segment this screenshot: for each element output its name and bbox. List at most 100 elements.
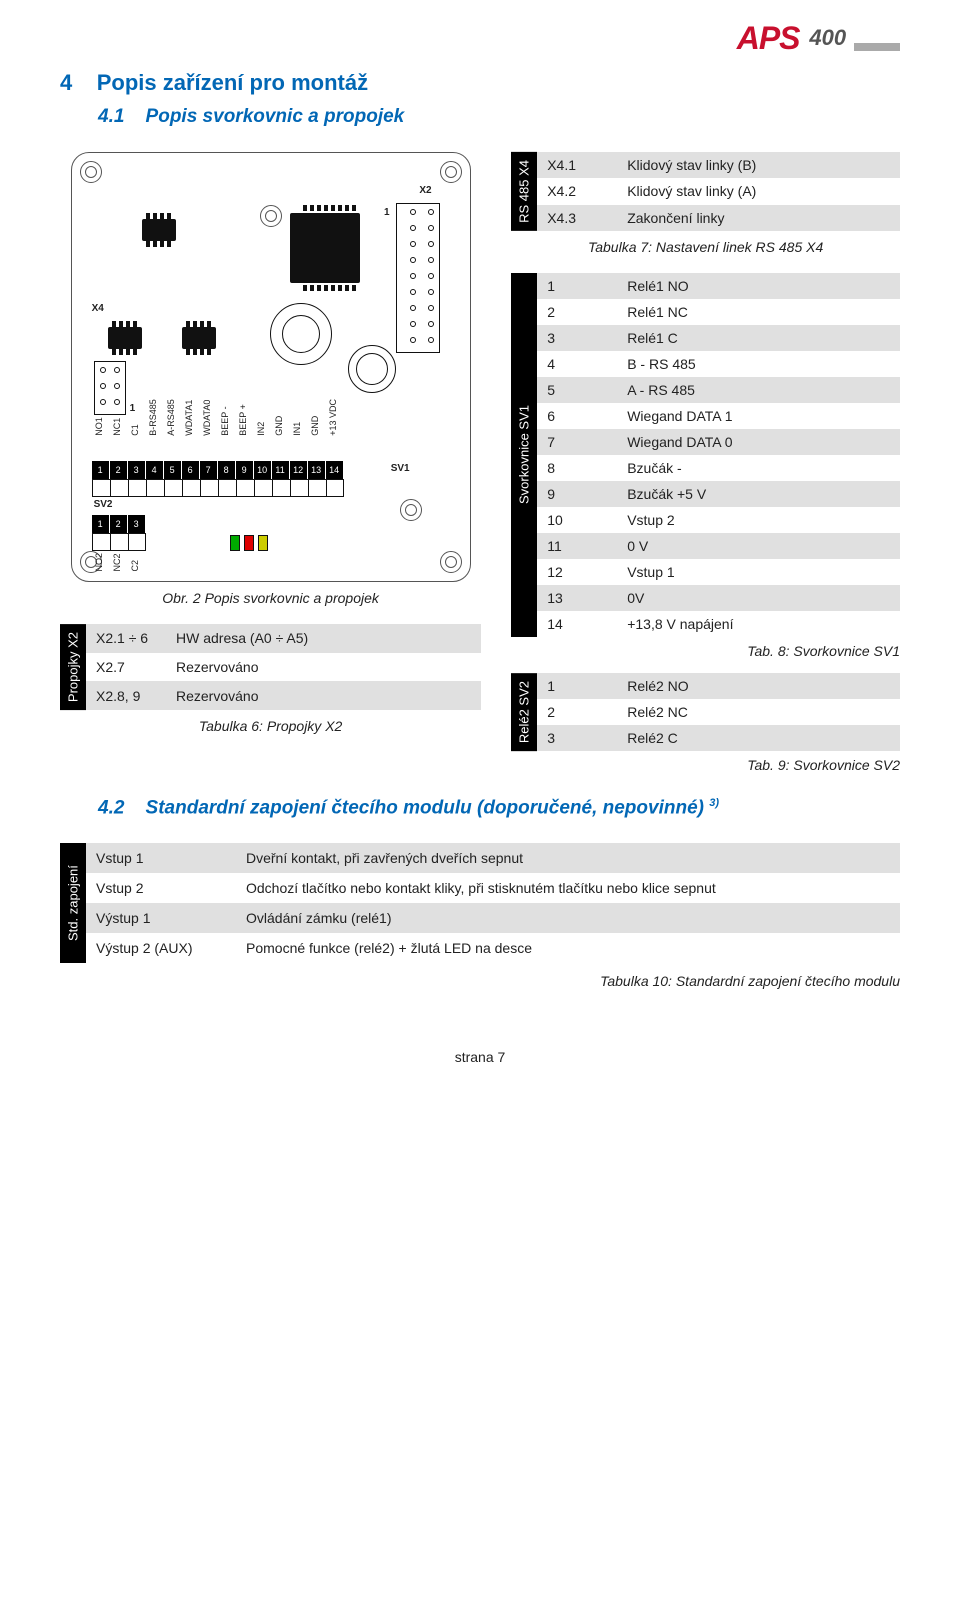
terminal-body-cell	[92, 479, 110, 497]
terminal-body-cell	[254, 479, 272, 497]
terminal-body-cell	[128, 533, 146, 551]
table-row: X4.2Klidový stav linky (A)	[537, 178, 900, 204]
cell-value: A - RS 485	[617, 377, 900, 403]
cell-key: 5	[537, 377, 617, 403]
terminal-body-cell	[272, 479, 290, 497]
table-row: 3Relé1 C	[537, 325, 900, 351]
header-pin-icon	[410, 209, 416, 215]
header-pin-icon	[428, 241, 434, 247]
page-footer: strana 7	[60, 1049, 900, 1065]
header-pin-icon	[100, 383, 106, 389]
header-pin-icon	[114, 383, 120, 389]
cell-key: 9	[537, 481, 617, 507]
table-row: 130V	[537, 585, 900, 611]
chip-pins-icon	[303, 285, 356, 291]
cell-key: 14	[537, 611, 617, 637]
ic-chip-icon	[182, 327, 216, 349]
cell-value: Vstup 2	[617, 507, 900, 533]
cell-key: 7	[537, 429, 617, 455]
chip-pins-icon	[146, 213, 171, 219]
header-pin-icon	[114, 399, 120, 405]
led-red-icon	[244, 535, 254, 551]
terminal-body-cell	[218, 479, 236, 497]
cell-value: Klidový stav linky (A)	[617, 178, 900, 204]
header-pin-icon	[428, 289, 434, 295]
table-row: Vstup 1Dveřní kontakt, při zavřených dve…	[86, 843, 900, 873]
cell-value: Dveřní kontakt, při zavřených dveřích se…	[236, 843, 900, 873]
table-6: Propojky X2 X2.1 ÷ 6HW adresa (A0 ÷ A5)X…	[60, 624, 481, 710]
terminal-body-cell	[236, 479, 254, 497]
cell-key: 11	[537, 533, 617, 559]
terminal-cell: 6	[182, 461, 200, 479]
cell-key: X4.2	[537, 178, 617, 204]
pin-label: C2	[130, 553, 144, 572]
header-pin-icon	[410, 337, 416, 343]
cell-key: 1	[537, 273, 617, 299]
cell-value: Wiegand DATA 0	[617, 429, 900, 455]
brand-model: 400	[809, 25, 846, 50]
chip-pins-icon	[303, 205, 356, 211]
terminal-body-cell	[326, 479, 344, 497]
terminal-cell: 4	[146, 461, 164, 479]
cell-key: 1	[537, 673, 617, 699]
cell-value: Zakončení linky	[617, 205, 900, 231]
pin-label: +13 VDC	[328, 399, 342, 436]
table-8: Svorkovnice SV1 1Relé1 NO2Relé1 NC3Relé1…	[511, 273, 900, 637]
table-row: X4.3Zakončení linky	[537, 205, 900, 231]
terminal-cell: 12	[290, 461, 308, 479]
cell-key: X2.7	[86, 653, 166, 682]
table-row: 1Relé2 NO	[537, 673, 900, 699]
terminal-body-cell	[110, 533, 128, 551]
pin-label: GND	[310, 399, 324, 436]
header-pin-icon	[410, 305, 416, 311]
chip-pins-icon	[112, 349, 137, 355]
cell-key: X2.8, 9	[86, 681, 166, 710]
table-6-caption: Tabulka 6: Propojky X2	[60, 718, 481, 734]
table-row: 4B - RS 485	[537, 351, 900, 377]
table-10-caption: Tabulka 10: Standardní zapojení čtecího …	[60, 973, 900, 989]
header-pin-icon	[410, 225, 416, 231]
cell-value: +13,8 V napájení	[617, 611, 900, 637]
pin-label: NC2	[112, 553, 126, 572]
terminal-body-cell	[182, 479, 200, 497]
terminal-cell: 13	[308, 461, 326, 479]
table-row: 8Bzučák -	[537, 455, 900, 481]
chip-pins-icon	[112, 321, 137, 327]
header-pin-icon	[428, 321, 434, 327]
table-row: X2.1 ÷ 6HW adresa (A0 ÷ A5)	[86, 624, 481, 653]
table-row: Vstup 2Odchozí tlačítko nebo kontakt kli…	[86, 873, 900, 903]
pin-label: A-RS485	[166, 399, 180, 436]
sv2-terminals: 123	[92, 515, 146, 533]
terminal-cell: 3	[128, 461, 146, 479]
header-pin-icon	[410, 289, 416, 295]
header-pin-icon	[410, 321, 416, 327]
cell-value: Pomocné funkce (relé2) + žlutá LED na de…	[236, 933, 900, 963]
cell-key: X4.1	[537, 152, 617, 178]
terminal-cell: 7	[200, 461, 218, 479]
sv2-pin-labels: NO2NC2C2	[94, 553, 144, 572]
terminal-cell: 14	[326, 461, 344, 479]
terminal-body-cell	[128, 479, 146, 497]
terminal-body-cell	[200, 479, 218, 497]
table-row: 10Vstup 2	[537, 507, 900, 533]
terminal-body-cell	[110, 479, 128, 497]
sv2-body	[92, 533, 146, 551]
table-row: 7Wiegand DATA 0	[537, 429, 900, 455]
cell-key: Výstup 2 (AUX)	[86, 933, 236, 963]
cell-value: Vstup 1	[617, 559, 900, 585]
header-pin-icon	[100, 367, 106, 373]
cell-value: 0 V	[617, 533, 900, 559]
terminal-body-cell	[92, 533, 110, 551]
cell-key: 13	[537, 585, 617, 611]
table-row: Výstup 1Ovládání zámku (relé1)	[86, 903, 900, 933]
chip-pins-icon	[146, 241, 171, 247]
pcb-diagram: /* decorative */ X2 1 X4 1	[71, 152, 471, 582]
terminal-body-cell	[164, 479, 182, 497]
cell-key: X4.3	[537, 205, 617, 231]
header-pin-icon	[410, 257, 416, 263]
header-pin-icon	[410, 273, 416, 279]
chip-pins-icon	[186, 349, 211, 355]
mounting-hole-icon	[440, 161, 462, 183]
cell-value: Bzučák -	[617, 455, 900, 481]
cell-value: Relé2 NC	[617, 699, 900, 725]
